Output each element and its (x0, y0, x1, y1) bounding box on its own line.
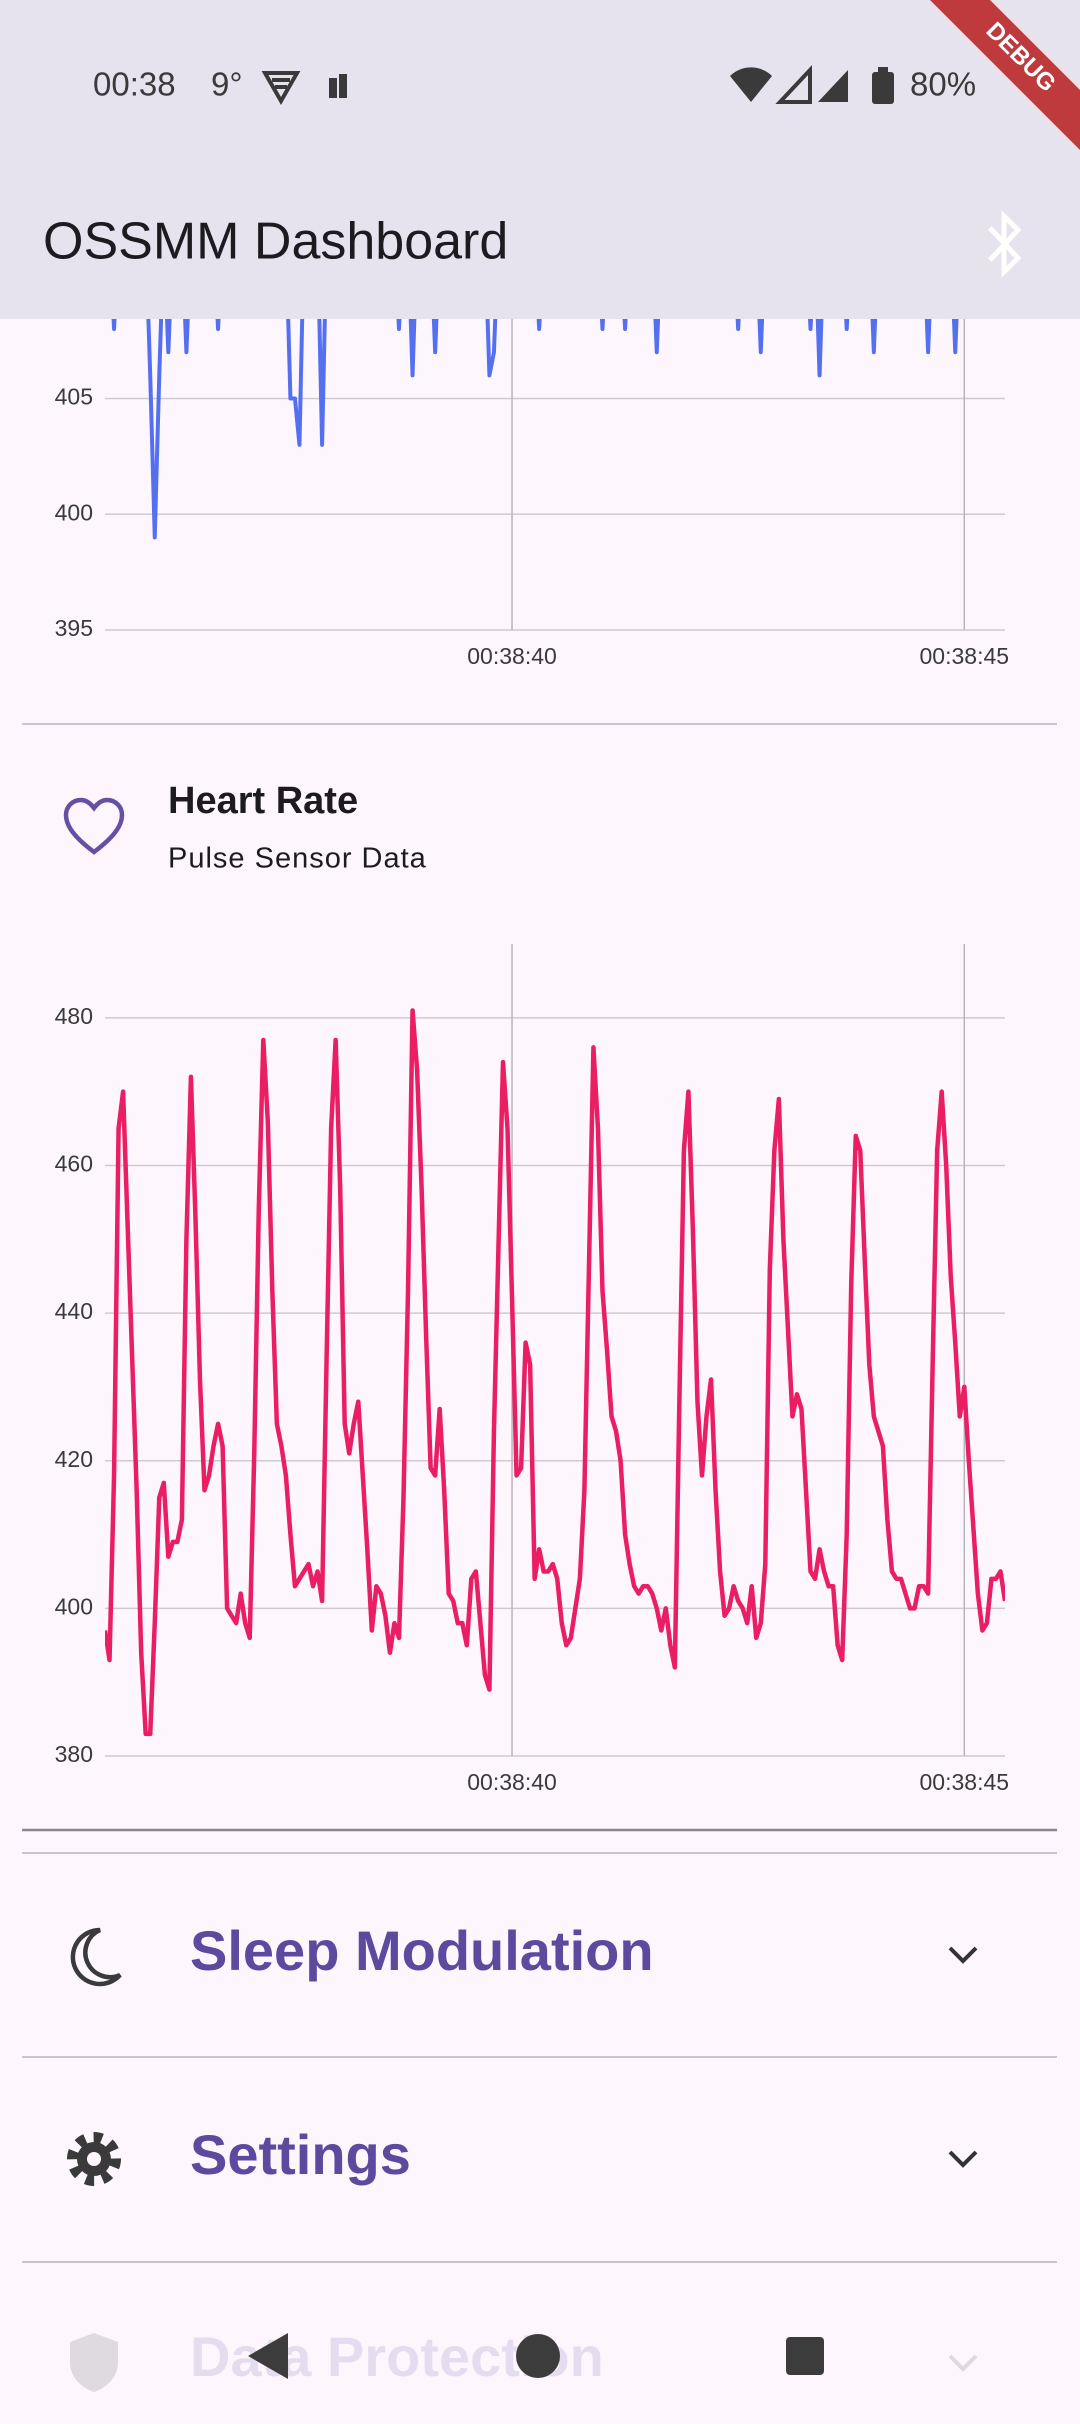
y-tick-label: 380 (55, 1741, 93, 1767)
card-title: Heart Rate (168, 780, 358, 822)
gear-hole (87, 2152, 101, 2166)
y-tick-label: 395 (55, 615, 93, 641)
nav-home[interactable] (516, 2334, 560, 2378)
vpn-icon (261, 71, 301, 106)
heart-icon (63, 797, 125, 855)
battery-icon (872, 72, 894, 104)
status-battery: 80% (910, 66, 976, 103)
chevron (948, 2150, 978, 2168)
status-time: 00:38 (93, 66, 176, 103)
data-line (105, 1008, 1005, 1737)
y-tick-label: 440 (55, 1298, 93, 1324)
settings-row[interactable]: Settings (67, 2123, 978, 2186)
notification-icon (329, 74, 347, 98)
moon-icon (70, 1927, 122, 1987)
section-title: Settings (190, 2123, 411, 2186)
wifi-icon (730, 67, 772, 102)
gear-teeth (67, 2132, 121, 2186)
signal-icon (818, 70, 848, 102)
chart: 380 400 420 440 460 480 00:38:40 00:38:45 (55, 944, 1009, 1795)
app-title: OSSMM Dashboard (43, 213, 508, 271)
app-bar (0, 0, 1080, 319)
y-tick-label: 400 (55, 1593, 93, 1619)
nav-back[interactable] (248, 2333, 288, 2379)
x-tick-label: 00:38:40 (467, 643, 557, 669)
section-title: Sleep Modulation (190, 1919, 654, 1982)
card-subtitle: Pulse Sensor Data (168, 843, 427, 875)
bluetooth-button[interactable] (988, 209, 1022, 279)
signal-icon (775, 64, 812, 104)
sleep-modulation-row[interactable]: Sleep Modulation (70, 1919, 978, 1987)
status-temperature: 9° (211, 66, 243, 103)
debug-banner (930, 0, 1080, 150)
x-tick-label: 00:38:40 (467, 1769, 557, 1795)
y-tick-label: 405 (55, 384, 93, 410)
x-tick-label: 00:38:45 (920, 1769, 1010, 1795)
nav-recents[interactable] (786, 2337, 824, 2375)
battery-cap (878, 67, 888, 73)
y-tick-label: 420 (55, 1446, 93, 1472)
chevron (948, 1946, 978, 1964)
y-tick-label: 480 (55, 1003, 93, 1029)
bluetooth-icon (988, 209, 1022, 279)
x-tick-label: 00:38:45 (920, 643, 1010, 669)
y-tick-label: 400 (55, 499, 93, 525)
y-tick-label: 460 (55, 1151, 93, 1177)
